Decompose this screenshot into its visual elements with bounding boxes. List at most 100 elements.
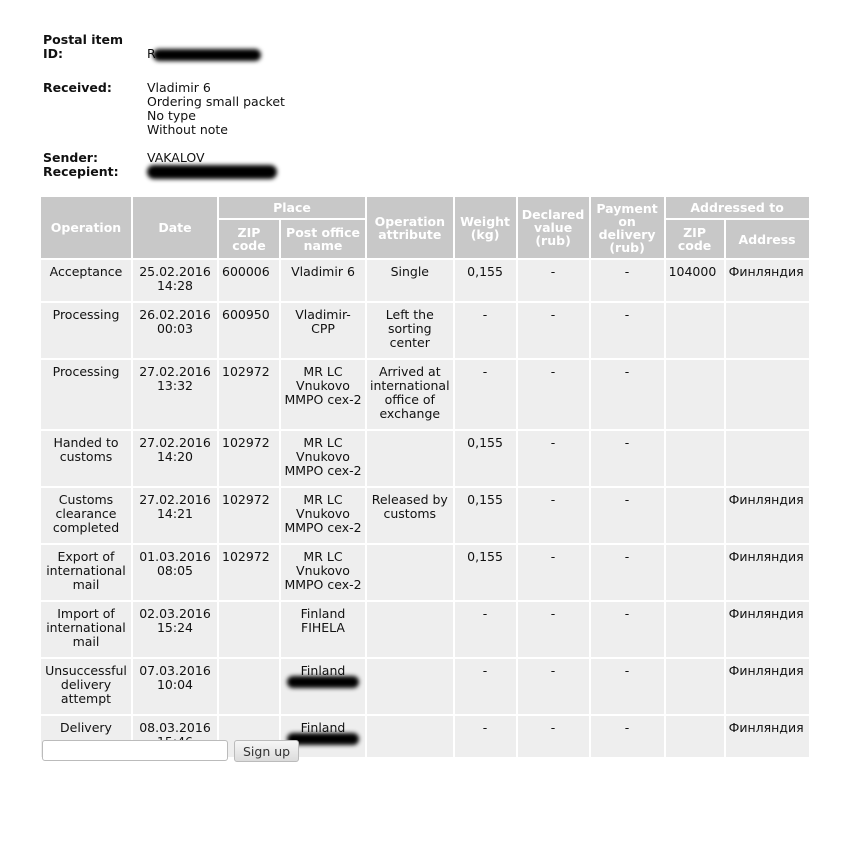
redaction [152,48,261,61]
payment-cell: - [590,602,664,657]
header-addr-zip: ZIP code [665,220,724,258]
addr-zip-cell [665,488,724,543]
attribute-cell: Single [367,260,453,301]
addr-zip-cell [665,360,724,429]
weight-text: - [482,606,488,621]
operation-text: Export of international mail [46,549,126,592]
date-cell: 26.02.2016 00:03 [133,303,217,358]
weight-cell: 0,155 [454,488,516,543]
header-date: Date [133,197,217,258]
recipient-label: Recepient: [43,164,119,179]
date-text: 15:24 [156,620,194,635]
date-text: 14:21 [156,506,194,521]
declared-text: - [550,549,556,564]
date-text: 08.03.2016 [139,720,211,735]
post-office-cell: MR LC Vnukovo MMPO cex-2 [281,545,365,600]
address-text: Финляндия [728,264,804,279]
table-row: Processing 26.02.2016 00:03 600950 Vladimir-… [41,303,809,358]
attribute-cell [367,716,453,757]
weight-cell: 0,155 [454,260,516,301]
addr-zip-cell [665,303,724,358]
post-office-cell: MR LC Vnukovo MMPO cex-2 [281,431,365,486]
operation-text: Delivery [60,720,112,735]
address-cell [725,360,809,429]
postal-id-value: R [147,47,261,61]
address-text: Финляндия [728,549,804,564]
header-attribute: Operation attribute [367,197,453,258]
table-row: Export of international mail 01.03.2016 08… [41,545,809,600]
payment-text: - [624,435,630,450]
zip-cell: 600950 [219,303,279,358]
signup-button[interactable]: Sign up [234,740,300,762]
payment-text: - [624,264,630,279]
date-text: 27.02.2016 [139,364,211,379]
redaction [287,675,359,688]
post-office-cell: Vladimir 6 [281,260,365,301]
signup-form: Sign up [42,740,300,762]
weight-text: 0,155 [467,435,503,450]
post-office-text: MR LC Vnukovo MMPO cex-2 [284,492,362,535]
header-operation: Operation [41,197,131,258]
attribute-cell [367,659,453,714]
weight-text: - [482,720,488,735]
post-office-text: Vladimir 6 [291,264,355,279]
addr-zip-text: 104000 [668,264,717,279]
weight-text: 0,155 [467,549,503,564]
payment-text: - [624,663,630,678]
post-office-cell: Finland [281,659,365,714]
date-cell: 27.02.2016 14:21 [133,488,217,543]
payment-cell: - [590,545,664,600]
date-cell: 02.03.2016 15:24 [133,602,217,657]
declared-cell: - [517,659,589,714]
addr-zip-cell [665,545,724,600]
zip-cell [219,659,279,714]
zip-text: 102972 [222,435,270,450]
declared-text: - [550,307,556,322]
table-row: Import of international mail 02.03.2016 15… [41,602,809,657]
table-row: Customs clearance completed 27.02.2016 14:… [41,488,809,543]
weight-cell: - [454,303,516,358]
operation-cell: Processing [41,303,131,358]
date-text: 07.03.2016 [139,663,211,678]
operation-text: Processing [52,364,120,379]
operation-cell: Processing [41,360,131,429]
payment-text: - [624,549,630,564]
weight-cell: - [454,659,516,714]
addr-zip-cell [665,431,724,486]
operation-text: Unsuccessful delivery attempt [45,663,127,706]
operation-cell: Customs clearance completed [41,488,131,543]
payment-text: - [624,606,630,621]
post-office-cell: MR LC Vnukovo MMPO cex-2 [281,360,365,429]
tracking-table: Operation Date Place Operation attribute… [39,195,811,759]
declared-text: - [550,264,556,279]
operation-cell: Unsuccessful delivery attempt [41,659,131,714]
payment-cell: - [590,716,664,757]
date-cell: 27.02.2016 13:32 [133,360,217,429]
weight-cell: 0,155 [454,431,516,486]
zip-text: 102972 [222,492,270,507]
post-office-cell: Vladimir-CPP [281,303,365,358]
payment-cell: - [590,303,664,358]
date-cell: 25.02.2016 14:28 [133,260,217,301]
payment-cell: - [590,260,664,301]
declared-text: - [550,492,556,507]
declared-cell: - [517,431,589,486]
address-cell: Финляндия [725,716,809,757]
attribute-cell: Released by customs [367,488,453,543]
zip-text: 102972 [222,364,270,379]
declared-cell: - [517,303,589,358]
zip-cell: 102972 [219,431,279,486]
attribute-text: Released by customs [371,492,448,521]
signup-input[interactable] [42,740,228,761]
table-row: Unsuccessful delivery attempt 07.03.2016 1… [41,659,809,714]
zip-cell: 102972 [219,360,279,429]
weight-cell: - [454,602,516,657]
received-value: Vladimir 6 Ordering small packet No type… [147,81,285,137]
header-post-office: Post office name [281,220,365,258]
addr-zip-cell [665,716,724,757]
date-text: 14:28 [156,278,194,293]
payment-text: - [624,492,630,507]
post-office-text: Finland [300,663,346,678]
date-cell: 07.03.2016 10:04 [133,659,217,714]
attribute-cell: Arrived at international office of excha… [367,360,453,429]
